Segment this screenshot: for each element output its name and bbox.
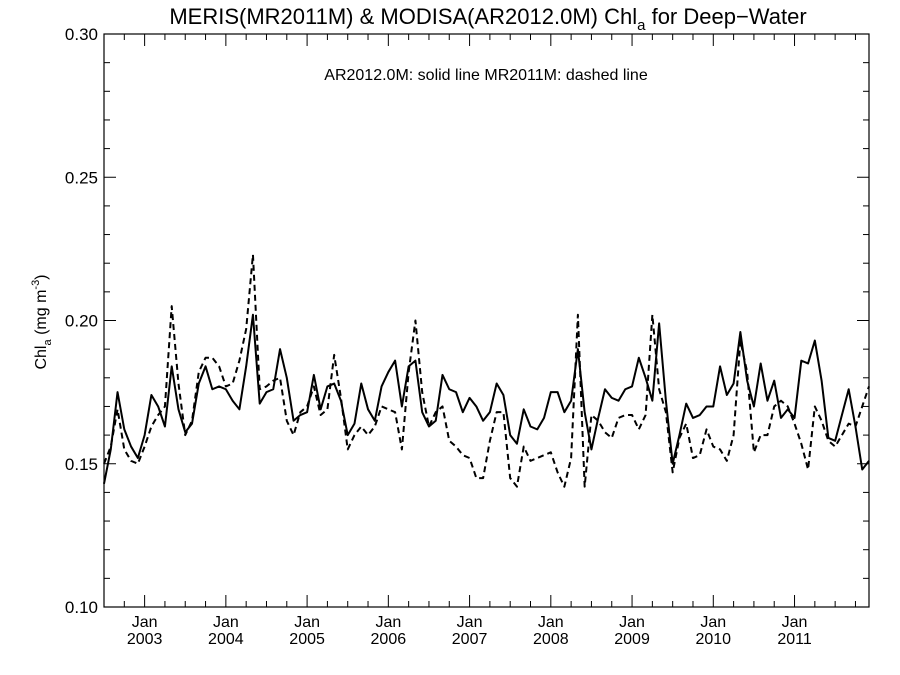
x-tick-year-label: 2003 (127, 631, 163, 648)
x-tick-month-label: Jan (132, 614, 158, 631)
y-tick-label: 0.20 (65, 312, 98, 331)
x-tick-year-label: 2011 (777, 631, 812, 648)
series-line-ar2012-0m (103, 313, 870, 485)
plot-frame (103, 33, 870, 608)
x-tick-month-label: Jan (619, 614, 645, 631)
y-tick-label: 0.30 (65, 25, 98, 44)
x-tick-year-label: 2006 (371, 631, 407, 648)
x-tick-year-label: 2008 (533, 631, 569, 648)
x-tick-month-label: Jan (457, 614, 483, 631)
x-tick-month-label: Jan (375, 614, 401, 631)
x-tick-month-label: Jan (538, 614, 564, 631)
y-tick-label: 0.25 (65, 168, 98, 187)
chart-annotation: AR2012.0M: solid line MR2011M: dashed li… (324, 67, 648, 84)
x-tick-month-label: Jan (294, 614, 320, 631)
x-tick-year-label: 2010 (695, 631, 731, 648)
x-tick-month-label: Jan (700, 614, 726, 631)
x-tick-month-label: Jan (782, 614, 808, 631)
x-tick-year-label: 2007 (452, 631, 488, 648)
x-tick-year-label: 2009 (614, 631, 650, 648)
x-axis: Jan2003Jan2004Jan2005Jan2006Jan2007Jan20… (123, 34, 856, 648)
x-tick-month-label: Jan (213, 614, 239, 631)
y-axis: 0.10 0.15 0.20 0.25 0.30 (65, 25, 869, 617)
series-group (103, 253, 870, 488)
x-tick-year-label: 2004 (208, 631, 244, 648)
chart-title: MERIS(MR2011M) & MODISA(AR2012.0M) Chla … (169, 4, 806, 34)
y-tick-label: 0.10 (65, 598, 98, 617)
series-line-mr2011m (103, 253, 870, 488)
x-tick-year-label: 2005 (289, 631, 325, 648)
y-axis-label: Chla (mg m-3) (30, 274, 54, 369)
y-tick-label: 0.15 (65, 455, 98, 474)
